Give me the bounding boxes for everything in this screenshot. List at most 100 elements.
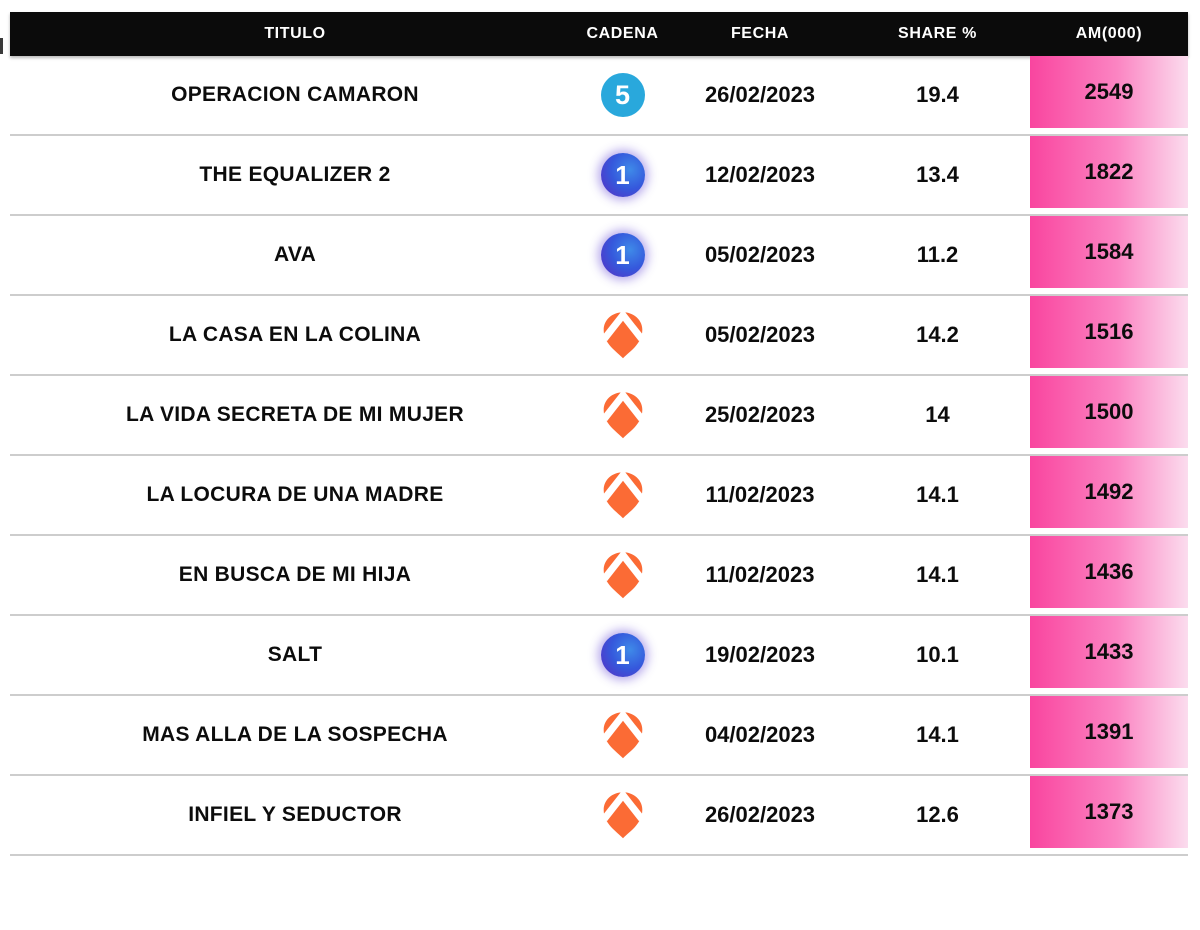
share-cell: 14.1 xyxy=(916,482,959,507)
movie-title: SALT xyxy=(267,643,323,666)
movie-title: EN BUSCA DE MI HIJA xyxy=(178,563,412,586)
table-row: MAS ALLA DE LA SOSPECHA 5 1 04/02/2023 1… xyxy=(10,696,1188,776)
audience-bar: 2549 xyxy=(1030,56,1188,128)
audience-bar: 1516 xyxy=(1030,296,1188,368)
header-fecha: FECHA xyxy=(730,25,790,42)
channel-cell: 5 1 xyxy=(580,376,665,454)
audience-bar: 1584 xyxy=(1030,216,1188,288)
date-cell: 11/02/2023 xyxy=(705,482,815,507)
title-cell: LA LOCURA DE UNA MADRE xyxy=(10,483,580,507)
table-row: INFIEL Y SEDUCTOR 5 1 26/02/2023 12.6 13… xyxy=(10,776,1188,856)
header-titulo: TITULO xyxy=(264,25,326,42)
movie-title: LA VIDA SECRETA DE MI MUJER xyxy=(126,403,464,426)
ratings-table: TITULO CADENA FECHA SHARE % AM(000) OPER… xyxy=(10,12,1188,856)
audience-cell: 1822 xyxy=(1020,136,1188,214)
date-cell: 04/02/2023 xyxy=(704,722,816,747)
share-cell: 14.1 xyxy=(916,722,959,747)
audience-value: 1373 xyxy=(1084,799,1134,824)
table-row: AVA 5 1 05/02/2023 11.2 1584 xyxy=(10,216,1188,296)
audience-cell: 1391 xyxy=(1020,696,1188,774)
movie-title: LA LOCURA DE UNA MADRE xyxy=(146,483,444,506)
telecinco-logo-icon: 5 xyxy=(600,73,645,117)
antena3-logo-icon xyxy=(600,470,645,519)
la1-logo-icon: 1 xyxy=(600,153,645,197)
share-cell: 12.6 xyxy=(916,802,959,827)
audience-bar: 1373 xyxy=(1030,776,1188,848)
audience-bar: 1822 xyxy=(1030,136,1188,208)
title-cell: LA VIDA SECRETA DE MI MUJER xyxy=(10,403,580,427)
audience-cell: 1500 xyxy=(1020,376,1188,454)
header-am: AM(000) xyxy=(1075,25,1143,42)
audience-bar: 1436 xyxy=(1030,536,1188,608)
antena3-logo-icon xyxy=(600,390,645,439)
audience-value: 1492 xyxy=(1084,479,1134,504)
table-row: OPERACION CAMARON 5 1 26/02/2023 19.4 25… xyxy=(10,56,1188,136)
date-cell: 05/02/2023 xyxy=(704,242,816,267)
header-share: SHARE % xyxy=(898,25,977,42)
date-cell: 05/02/2023 xyxy=(704,322,816,347)
channel-cell: 5 1 xyxy=(580,296,665,374)
share-cell: 11.2 xyxy=(916,242,959,267)
audience-value: 1500 xyxy=(1084,399,1134,424)
table-row: SALT 5 1 19/02/2023 10.1 1433 xyxy=(10,616,1188,696)
table-header-row: TITULO CADENA FECHA SHARE % AM(000) xyxy=(10,12,1188,56)
movie-title: OPERACION CAMARON xyxy=(171,83,419,106)
channel-cell: 5 1 xyxy=(580,616,665,694)
audience-value: 2549 xyxy=(1084,79,1134,104)
audience-cell: 1436 xyxy=(1020,536,1188,614)
date-cell: 26/02/2023 xyxy=(704,82,816,107)
share-cell: 14 xyxy=(925,402,950,427)
channel-cell: 5 1 xyxy=(580,216,665,294)
movie-title: AVA xyxy=(273,243,317,266)
title-cell: MAS ALLA DE LA SOSPECHA xyxy=(10,723,580,747)
title-cell: LA CASA EN LA COLINA xyxy=(10,323,580,347)
edge-artifact xyxy=(0,38,3,54)
title-cell: OPERACION CAMARON xyxy=(10,83,580,107)
audience-bar: 1391 xyxy=(1030,696,1188,768)
share-cell: 10.1 xyxy=(916,642,959,667)
channel-cell: 5 1 xyxy=(580,776,665,854)
table-row: EN BUSCA DE MI HIJA 5 1 11/02/2023 14.1 … xyxy=(10,536,1188,616)
audience-value: 1822 xyxy=(1084,159,1134,184)
la1-logo-icon: 1 xyxy=(600,633,645,677)
date-cell: 19/02/2023 xyxy=(704,642,816,667)
movie-title: INFIEL Y SEDUCTOR xyxy=(188,803,402,826)
audience-cell: 1584 xyxy=(1020,216,1188,294)
table-row: LA VIDA SECRETA DE MI MUJER 5 1 25/02/20… xyxy=(10,376,1188,456)
channel-cell: 5 1 xyxy=(580,536,665,614)
audience-cell: 1492 xyxy=(1020,456,1188,534)
audience-value: 1391 xyxy=(1084,719,1134,744)
antena3-logo-icon xyxy=(600,550,645,599)
audience-cell: 1373 xyxy=(1020,776,1188,854)
audience-value: 1436 xyxy=(1084,559,1134,584)
share-cell: 14.2 xyxy=(916,322,959,347)
date-cell: 26/02/2023 xyxy=(704,802,816,827)
audience-value: 1516 xyxy=(1084,319,1134,344)
header-cadena: CADENA xyxy=(586,25,659,42)
antena3-logo-icon xyxy=(600,790,645,839)
audience-cell: 1433 xyxy=(1020,616,1188,694)
movie-title: LA CASA EN LA COLINA xyxy=(168,323,422,346)
share-cell: 13.4 xyxy=(916,162,959,187)
table-row: LA LOCURA DE UNA MADRE 5 1 11/02/2023 14… xyxy=(10,456,1188,536)
date-cell: 11/02/2023 xyxy=(705,562,815,587)
date-cell: 12/02/2023 xyxy=(704,162,816,187)
audience-value: 1584 xyxy=(1084,239,1134,264)
movie-title: MAS ALLA DE LA SOSPECHA xyxy=(142,723,448,746)
title-cell: THE EQUALIZER 2 xyxy=(10,163,580,187)
table-row: LA CASA EN LA COLINA 5 1 05/02/2023 14.2… xyxy=(10,296,1188,376)
audience-bar: 1500 xyxy=(1030,376,1188,448)
movie-title: THE EQUALIZER 2 xyxy=(199,163,391,186)
table-body: OPERACION CAMARON 5 1 26/02/2023 19.4 25… xyxy=(10,56,1188,856)
date-cell: 25/02/2023 xyxy=(704,402,816,427)
channel-cell: 5 1 xyxy=(580,136,665,214)
channel-cell: 5 1 xyxy=(580,56,665,134)
audience-bar: 1433 xyxy=(1030,616,1188,688)
title-cell: SALT xyxy=(10,643,580,667)
table-row: THE EQUALIZER 2 5 1 12/02/2023 13.4 1822 xyxy=(10,136,1188,216)
audience-cell: 1516 xyxy=(1020,296,1188,374)
share-cell: 14.1 xyxy=(916,562,959,587)
title-cell: AVA xyxy=(10,243,580,267)
la1-logo-icon: 1 xyxy=(600,233,645,277)
antena3-logo-icon xyxy=(600,710,645,759)
